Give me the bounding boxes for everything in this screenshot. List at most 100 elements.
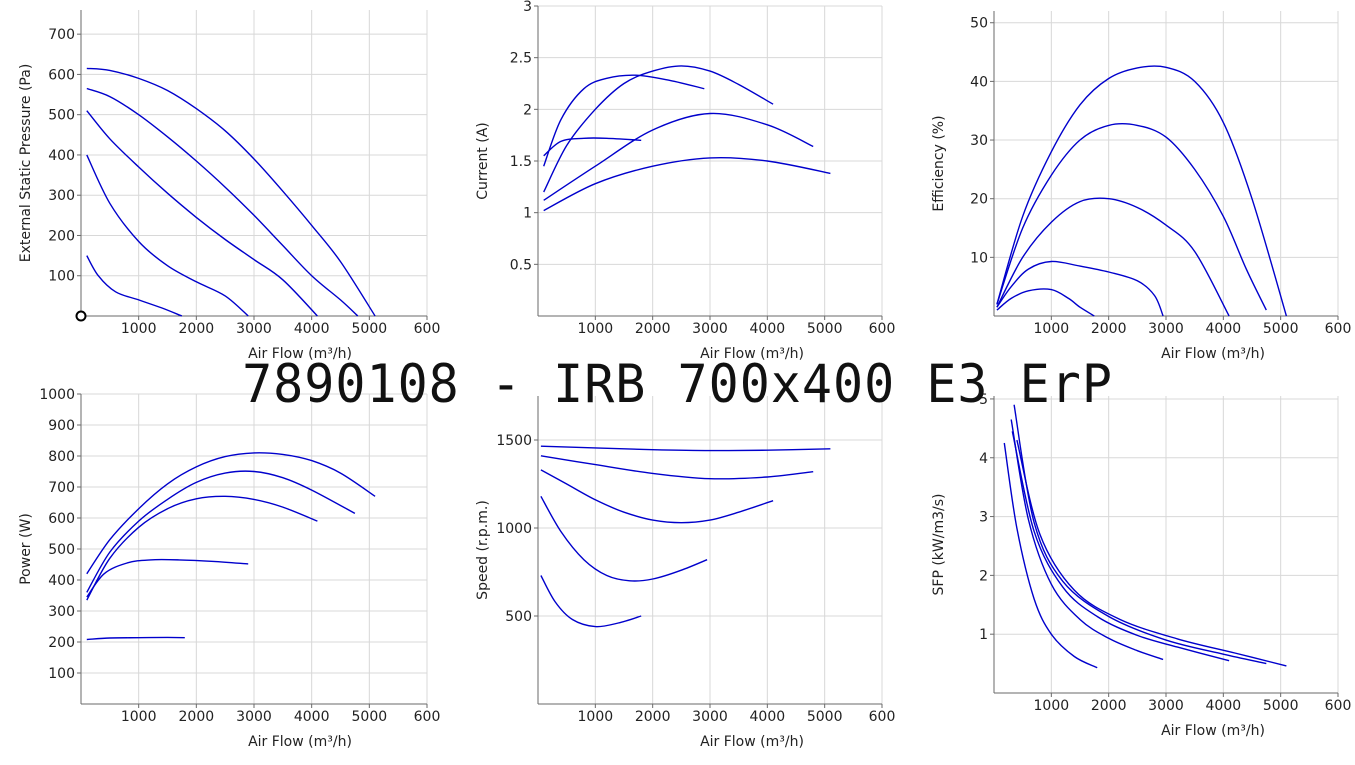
y-tick-label: 3 bbox=[523, 0, 532, 15]
y-tick-label: 2 bbox=[523, 102, 532, 118]
y-tick-label: 0.5 bbox=[510, 257, 532, 273]
curve-3 bbox=[996, 197, 1230, 317]
curve-3 bbox=[86, 110, 318, 317]
y-tick-label: 10 bbox=[970, 250, 988, 266]
curve-5 bbox=[1016, 439, 1287, 667]
curve-4 bbox=[540, 495, 708, 582]
x-tick-label: 5000 bbox=[807, 709, 843, 725]
x-axis-title: Air Flow (m³/h) bbox=[700, 346, 804, 362]
y-tick-label: 900 bbox=[48, 418, 75, 434]
y-tick-label: 700 bbox=[48, 480, 75, 496]
chart-sfp: 1 2 3 4 5 1000 2000 3000 4000 5000 600 Air Flow (m³… bbox=[931, 392, 1351, 739]
x-tick-label: 3000 bbox=[236, 321, 272, 337]
curve-3 bbox=[543, 65, 774, 193]
y-tick-label: 100 bbox=[48, 666, 75, 682]
x-tick-label: 1000 bbox=[578, 709, 614, 725]
curve-1 bbox=[996, 65, 1288, 317]
x-tick-label: 1000 bbox=[1034, 321, 1070, 337]
y-tick-label: 200 bbox=[48, 228, 75, 244]
y-tick-label: 400 bbox=[48, 573, 75, 589]
x-tick-label: 4000 bbox=[1206, 698, 1242, 714]
curve-2 bbox=[1010, 419, 1164, 661]
y-tick-label: 600 bbox=[48, 67, 75, 83]
x-tick-label: 5000 bbox=[1263, 698, 1299, 714]
curve-1 bbox=[86, 636, 185, 641]
x-tick-label: 600 bbox=[869, 709, 896, 725]
x-axis-title: Air Flow (m³/h) bbox=[1161, 723, 1265, 739]
y-axis-title: Current (A) bbox=[475, 122, 491, 200]
y-tick-label: 50 bbox=[970, 16, 988, 32]
x-axis-title: Air Flow (m³/h) bbox=[248, 346, 352, 362]
x-tick-label: 3000 bbox=[1148, 698, 1184, 714]
y-tick-label: 3 bbox=[979, 510, 988, 526]
x-tick-label: 600 bbox=[414, 321, 441, 337]
y-axis-title: External Static Pressure (Pa) bbox=[18, 64, 34, 263]
chart-efficiency: 10 20 30 40 50 1000 2000 3000 4000 5000 600 Air Flo… bbox=[931, 11, 1351, 362]
x-tick-label: 4000 bbox=[750, 321, 786, 337]
chart-speed: 500 1000 1500 1000 2000 3000 4000 5000 600 Air Fl… bbox=[475, 396, 895, 750]
y-axis-title: Power (W) bbox=[18, 513, 34, 585]
y-tick-label: 400 bbox=[48, 148, 75, 164]
y-axis-title: Speed (r.p.m.) bbox=[475, 500, 491, 600]
x-tick-label: 2000 bbox=[179, 709, 215, 725]
x-tick-label: 5000 bbox=[352, 709, 388, 725]
y-tick-label: 1000 bbox=[496, 521, 532, 537]
y-tick-label: 500 bbox=[505, 609, 532, 625]
x-tick-label: 4000 bbox=[750, 709, 786, 725]
x-axis-title: Air Flow (m³/h) bbox=[248, 734, 352, 750]
y-tick-label: 1500 bbox=[496, 433, 532, 449]
x-tick-label: 4000 bbox=[294, 321, 330, 337]
y-tick-label: 500 bbox=[48, 108, 75, 124]
x-tick-label: 2000 bbox=[635, 321, 671, 337]
curve-1 bbox=[1003, 442, 1098, 669]
x-tick-label: 600 bbox=[414, 709, 441, 725]
x-tick-label: 4000 bbox=[1206, 321, 1242, 337]
curve-4 bbox=[996, 260, 1164, 317]
x-tick-label: 2000 bbox=[635, 709, 671, 725]
y-tick-label: 300 bbox=[48, 604, 75, 620]
x-tick-label: 1000 bbox=[121, 709, 157, 725]
y-axis-title: Efficiency (%) bbox=[931, 115, 947, 211]
chart-power: 100 200 300 400 500 600 700 800 900 1000 1000 2000 3… bbox=[18, 387, 440, 750]
x-tick-label: 5000 bbox=[1263, 321, 1299, 337]
curve-2 bbox=[543, 74, 705, 167]
x-tick-label: 5000 bbox=[352, 321, 388, 337]
x-axis-title: Air Flow (m³/h) bbox=[700, 734, 804, 750]
curve-4 bbox=[86, 154, 249, 317]
chart-pressure: 100 200 300 400 500 600 700 1000 2000 3000 4000 500… bbox=[18, 10, 440, 362]
curve-2 bbox=[86, 87, 359, 317]
y-tick-label: 1 bbox=[523, 206, 532, 222]
x-tick-label: 1000 bbox=[1034, 698, 1070, 714]
x-tick-label: 3000 bbox=[1148, 321, 1184, 337]
curve-3 bbox=[1011, 431, 1230, 662]
x-tick-label: 1000 bbox=[121, 321, 157, 337]
curve-4 bbox=[86, 470, 356, 593]
chart-current: 0.5 1 1.5 2 2.5 3 1000 2000 3000 4000 5000 600 Air F… bbox=[475, 0, 895, 362]
y-tick-label: 800 bbox=[48, 449, 75, 465]
curve-5 bbox=[86, 255, 183, 317]
curve-5 bbox=[996, 288, 1095, 317]
y-tick-label: 5 bbox=[979, 392, 988, 408]
curve-2 bbox=[540, 455, 814, 480]
x-tick-label: 5000 bbox=[807, 321, 843, 337]
y-tick-label: 600 bbox=[48, 511, 75, 527]
curve-3 bbox=[540, 469, 774, 524]
curve-1 bbox=[540, 445, 831, 452]
y-axis-title: SFP (kW/m3/s) bbox=[931, 494, 947, 596]
y-tick-label: 4 bbox=[979, 451, 988, 467]
curve-2 bbox=[996, 123, 1267, 311]
x-tick-label: 3000 bbox=[692, 709, 728, 725]
y-tick-label: 300 bbox=[48, 188, 75, 204]
y-tick-label: 40 bbox=[970, 74, 988, 90]
x-tick-label: 600 bbox=[1325, 698, 1352, 714]
curve-5 bbox=[540, 575, 642, 628]
x-tick-label: 600 bbox=[1325, 321, 1352, 337]
y-tick-label: 100 bbox=[48, 269, 75, 285]
y-tick-label: 700 bbox=[48, 27, 75, 43]
curve-5 bbox=[86, 452, 376, 575]
curve-4 bbox=[543, 112, 814, 201]
x-tick-label: 600 bbox=[869, 321, 896, 337]
curve-1 bbox=[543, 137, 642, 157]
curve-3 bbox=[86, 495, 318, 601]
x-tick-label: 3000 bbox=[692, 321, 728, 337]
